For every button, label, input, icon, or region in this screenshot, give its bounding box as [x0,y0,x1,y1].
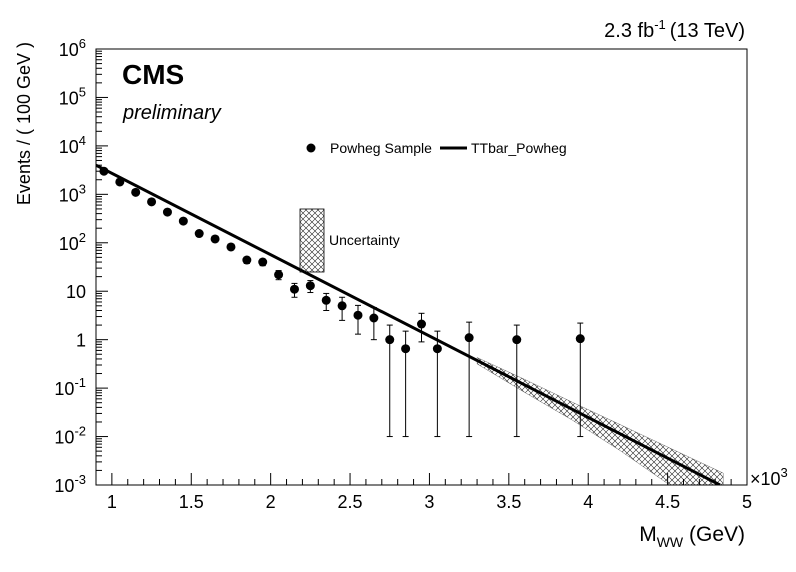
legend-label-uncertainty: Uncertainty [329,232,400,248]
data-point [432,330,442,438]
data-marker [99,166,109,176]
data-marker [305,281,315,291]
data-marker [417,319,426,329]
x-axis-multiplier: ×103 [750,465,788,489]
data-point [512,324,522,438]
y-tick-label: 105 [59,84,86,108]
fit-line-ttbar-powheg [96,163,721,485]
y-tick-label: 10 [66,282,86,302]
legend-label-data: Powheg Sample [330,140,432,156]
x-axis-title: MWW (GeV) [639,523,745,550]
y-tick-label: 10-1 [54,375,86,399]
x-tick-label: 3.5 [496,492,521,512]
y-tick-label: 10-2 [54,424,86,448]
data-marker [162,207,172,217]
data-point [401,330,411,438]
legend-marker-uncertainty [299,208,325,273]
data-marker [131,187,141,197]
uncertainty-band [476,357,724,485]
x-tick-label: 1.5 [179,492,204,512]
x-tick-label: 5 [742,492,752,512]
data-marker [321,295,331,305]
data-marker [575,334,585,344]
data-point [178,216,188,226]
plot-frame [95,48,748,486]
data-marker [289,284,299,294]
y-tick-label: 103 [59,181,86,205]
data-point [147,197,157,207]
y-tick-label: 106 [59,36,86,60]
data-marker [258,257,268,267]
data-point [337,296,347,321]
legend-marker-data [306,143,316,153]
data-marker [274,270,284,280]
y-tick-label: 104 [59,133,86,157]
data-marker [401,344,411,354]
data-point [115,177,125,187]
data-marker [353,310,363,320]
x-axis-ticks: 1 1.5 2 2.5 3 3.5 4 4.5 5 [107,473,752,512]
y-tick-label: 102 [59,230,86,254]
data-point [242,255,252,265]
luminosity-label: 2.3 fb-1 (13 TeV) [604,17,745,42]
legend-label-fit: TTbar_Powheg [471,140,567,156]
data-marker [369,313,379,323]
data-point [385,324,395,438]
data-marker [432,344,442,354]
x-tick-label: 3 [424,492,434,512]
data-point [321,292,331,312]
y-tick-label: 1 [76,331,86,351]
x-tick-label: 4 [583,492,593,512]
y-tick-label: 10-3 [54,472,86,496]
x-tick-label: 4.5 [655,492,680,512]
data-marker [242,255,252,265]
y-axis-ticks: 10-3 10-2 10-1 1 10 102 103 104 105 106 [54,36,108,496]
data-point [417,312,426,343]
data-point [575,322,585,438]
data-marker [226,242,236,252]
data-point [210,234,220,244]
x-tick-label: 2.5 [338,492,363,512]
data-marker [464,333,474,343]
status-label: preliminary [122,102,222,124]
data-marker [337,301,347,311]
data-point [353,304,363,335]
data-marker [147,197,157,207]
data-marker [194,229,204,239]
data-point [194,229,204,239]
data-point [464,321,474,438]
data-point [162,207,172,217]
data-point [131,187,141,197]
data-marker [385,335,395,345]
data-marker [512,335,522,345]
data-point [289,282,299,298]
data-point [226,242,236,252]
experiment-label: CMS [122,59,184,90]
data-point [258,257,268,267]
x-tick-label: 1 [107,492,117,512]
data-point [99,166,109,176]
data-marker [115,177,125,187]
data-point [305,280,315,294]
y-axis-title: Events / ( 100 GeV ) [14,42,34,205]
data-marker [210,234,220,244]
data-point [274,270,284,281]
x-tick-label: 2 [266,492,276,512]
data-points [99,166,585,438]
data-point [369,307,379,341]
data-marker [178,216,188,226]
legend: Powheg Sample TTbar_Powheg Uncertainty [299,140,567,273]
